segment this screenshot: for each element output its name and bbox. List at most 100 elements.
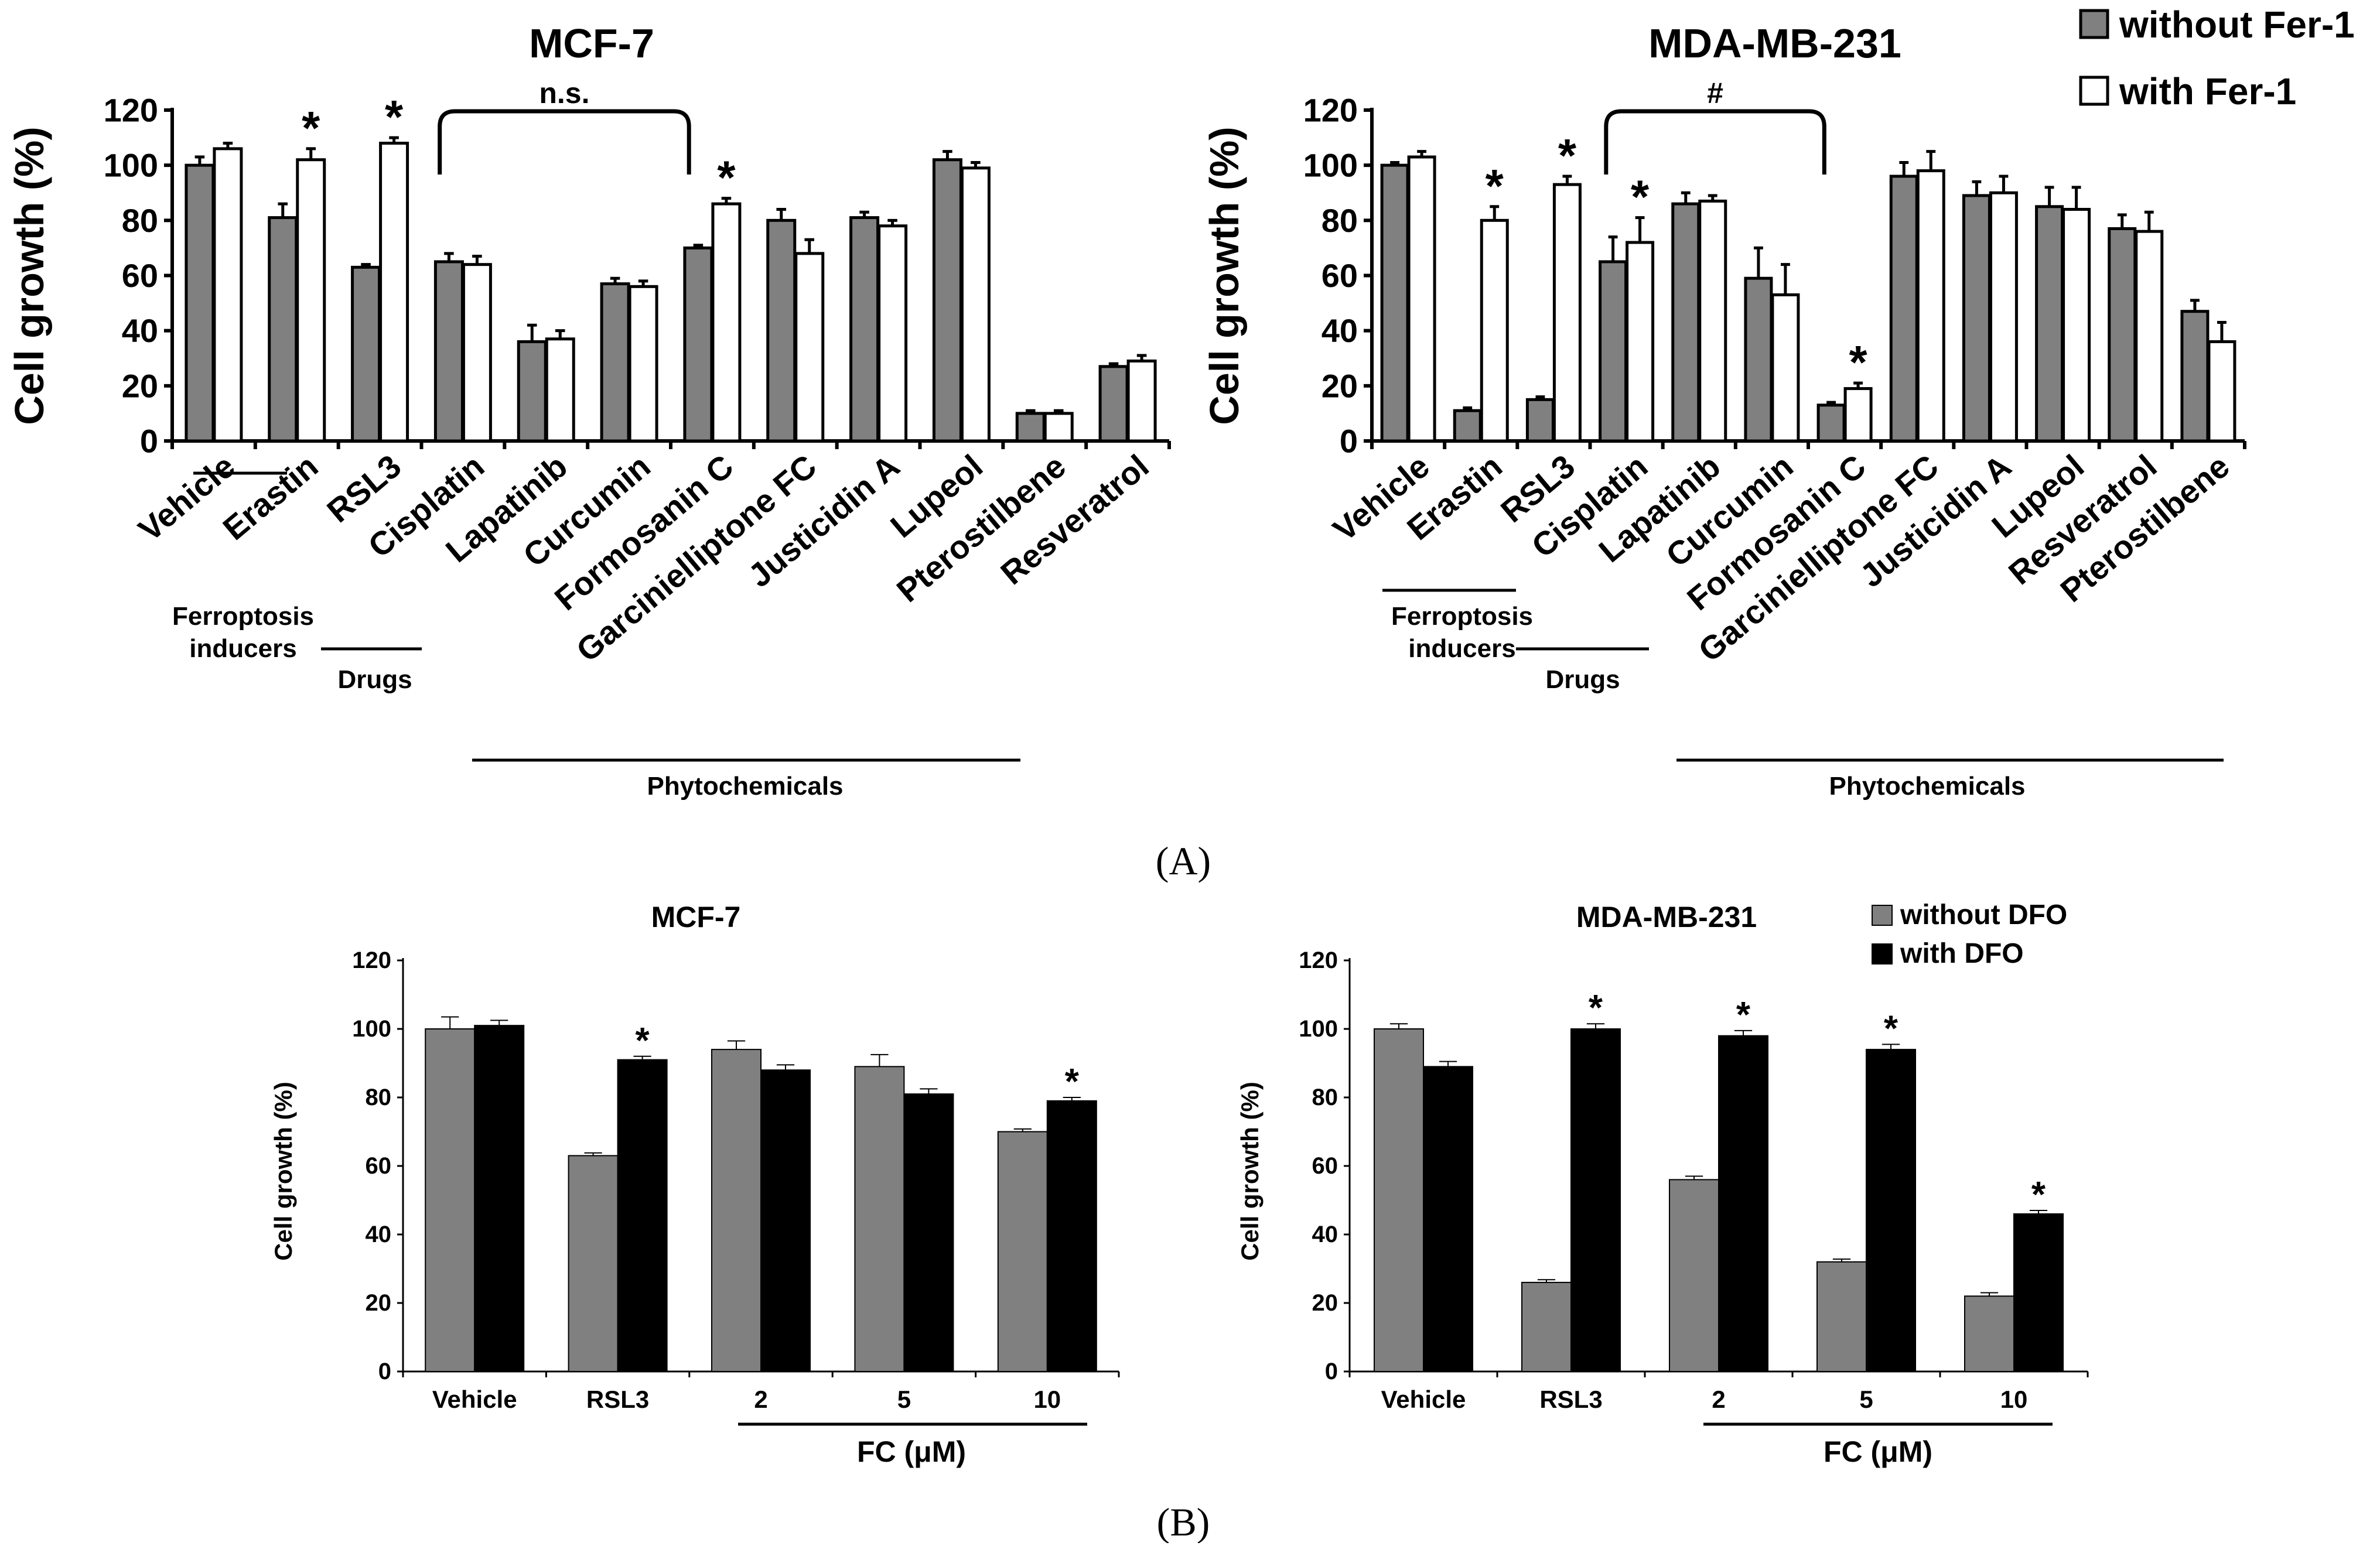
bar-without-dfo-5 — [854, 1066, 905, 1372]
legend-label-without-fer1: without Fer-1 — [2119, 4, 2355, 46]
bar-with-fer-1-garcinielliptone-fc — [794, 252, 825, 443]
x-tick-label-2: 2 — [754, 1386, 767, 1413]
bar-with-dfo-rsl3 — [617, 1059, 668, 1372]
bar-with-fer-1-formosanin-c — [711, 202, 742, 443]
legend-swatch-without-fer1 — [2079, 9, 2109, 39]
group-label-phytochemicals: Phytochemicals — [1829, 772, 2025, 801]
x-tick-label-vehicle: Vehicle — [1381, 1386, 1466, 1413]
y-tick-label-60: 60 — [366, 1153, 392, 1179]
comparison-bracket — [1604, 109, 1826, 175]
bar-without-fer-1-rsl3 — [351, 265, 381, 443]
panel-label-b: (B) — [1157, 1500, 1210, 1543]
bar-with-fer-1-justicidin-a — [1989, 191, 2018, 443]
chart-marks: 0 20 40 60 80 100 120 Vehicle RSL3 2 5 10 * * * * FC (μM… — [1299, 948, 2089, 1468]
y-tick-label-40: 40 — [1312, 1222, 1338, 1247]
significance-mark-2: * — [1736, 995, 1751, 1035]
bar-without-fer-1-lupeol — [932, 158, 962, 443]
significance-mark-rsl3: * — [1589, 988, 1603, 1028]
significance-mark-formosanin-c: * — [717, 152, 736, 204]
bar-with-fer-1-lapatinib — [1698, 199, 1727, 443]
panel-label-a: (A) — [1156, 839, 1211, 883]
legend-swatch-without-dfo — [1872, 905, 1893, 926]
y-tick-label-60: 60 — [1322, 257, 1358, 294]
bar-without-fer-1-rsl3 — [1525, 398, 1555, 443]
y-tick-label-0: 0 — [1340, 423, 1358, 460]
y-tick-label-100: 100 — [1303, 147, 1358, 184]
significance-mark-10: * — [1065, 1062, 1080, 1102]
x-tick-label-10: 10 — [2000, 1386, 2028, 1413]
chart-marks: 020406080100120VehicleErastinRSL3Cisplat… — [104, 77, 1171, 801]
y-tick-label-120: 120 — [104, 92, 158, 129]
y-tick-label-120: 120 — [352, 948, 391, 973]
chart-a-mcf7: MCF-7 Cell growth (%) 0 20 40 60 80 100 120 Veh… — [6, 20, 1171, 801]
bar-with-dfo-2 — [760, 1069, 811, 1372]
bar-with-fer-1-erastin — [1480, 218, 1509, 443]
bar-without-fer-1-lupeol — [2035, 205, 2064, 443]
y-tick-label-80: 80 — [1322, 202, 1358, 239]
bar-with-fer-1-cisplatin — [1626, 241, 1655, 443]
significance-mark-erastin: * — [302, 102, 320, 154]
chart-marks: 0 20 40 60 80 100 120 Vehicle RSL3 2 5 10 * * FC (μM) — [352, 948, 1120, 1468]
bar-with-fer-1-rsl3 — [1552, 183, 1582, 443]
bar-with-fer-1-cisplatin — [462, 263, 492, 443]
bar-without-dfo-5 — [1816, 1261, 1867, 1373]
x-tick-label-erastin: Erastin — [216, 447, 325, 547]
bar-without-fer-1-resveratrol — [1098, 365, 1129, 443]
significance-mark-rsl3: * — [385, 91, 404, 143]
bar-with-fer-1-lupeol — [2062, 208, 2091, 443]
bar-with-fer-1-rsl3 — [379, 142, 409, 443]
group-label-ferroptosis: Ferroptosis — [1391, 602, 1533, 631]
bar-with-fer-1-lupeol — [960, 166, 991, 443]
y-tick-label-100: 100 — [352, 1016, 391, 1042]
bar-without-dfo-10 — [997, 1131, 1048, 1372]
bar-without-fer-1-curcumin — [600, 282, 630, 443]
bar-with-fer-1-pterostilbene — [1043, 412, 1074, 443]
chart-title: MCF-7 — [651, 901, 741, 933]
bar-without-dfo-rsl3 — [1521, 1281, 1572, 1372]
x-tick-label-2: 2 — [1712, 1386, 1725, 1413]
significance-mark-5: * — [1884, 1008, 1898, 1049]
chart-title: MDA-MB-231 — [1576, 901, 1757, 933]
legend-label-with-dfo: with DFO — [1900, 938, 2024, 969]
chart-b-mcf7: MCF-7 Cell growth (%) 0 20 40 60 80 100 120 Veh… — [269, 901, 1120, 1468]
x-tick-label-5: 5 — [897, 1386, 911, 1413]
x-tick-label-rsl3: RSL3 — [586, 1386, 649, 1413]
x-tick-label-5: 5 — [1859, 1386, 1873, 1413]
bar-without-dfo-rsl3 — [568, 1155, 619, 1372]
chart-b-mda-mb-231: MDA-MB-231 Cell growth (%) 0 20 40 60 80 100 1… — [1236, 901, 2089, 1468]
bar-with-dfo-10 — [2013, 1213, 2064, 1372]
legend-dfo: without DFO with DFO — [1872, 899, 2067, 969]
y-tick-label-100: 100 — [104, 147, 158, 184]
bar-with-fer-1-pterostilbene — [2207, 340, 2236, 443]
y-tick-label-20: 20 — [1312, 1290, 1338, 1316]
bar-without-fer-1-formosanin-c — [1816, 403, 1846, 443]
bar-without-dfo-10 — [1964, 1295, 2014, 1373]
bar-without-fer-1-vehicle — [1380, 163, 1409, 443]
y-tick-label-0: 0 — [140, 423, 158, 460]
bar-without-fer-1-erastin — [1453, 409, 1482, 443]
bar-without-fer-1-pterostilbene — [2180, 310, 2210, 443]
y-tick-label-0: 0 — [1325, 1359, 1338, 1384]
bar-with-fer-1-curcumin — [1771, 293, 1800, 443]
bar-without-fer-1-vehicle — [185, 163, 215, 443]
bar-without-fer-1-pterostilbene — [1015, 412, 1046, 443]
y-axis-label: Cell growth (%) — [6, 126, 52, 425]
legend-fer1: without Fer-1 with Fer-1 — [2079, 4, 2355, 112]
chart-a-mda-mb-231: MDA-MB-231 Cell growth (%) 0 20 40 60 80 100 1… — [1201, 20, 2246, 801]
bar-with-fer-1-curcumin — [628, 285, 658, 443]
y-tick-label-80: 80 — [122, 202, 158, 239]
bar-with-fer-1-resveratrol — [1126, 359, 1157, 443]
x-tick-label-rsl3: RSL3 — [1539, 1386, 1602, 1413]
bar-with-fer-1-erastin — [296, 158, 326, 443]
bar-without-fer-1-erastin — [268, 216, 298, 443]
bar-without-fer-1-garcinielliptone-fc — [766, 218, 797, 443]
bar-with-fer-1-formosanin-c — [1843, 387, 1873, 443]
bar-without-dfo-vehicle — [1374, 1028, 1424, 1372]
chart-title: MCF-7 — [529, 20, 654, 66]
bar-without-dfo-2 — [1669, 1179, 1719, 1373]
bar-with-dfo-5 — [903, 1093, 954, 1373]
bar-with-dfo-10 — [1046, 1100, 1097, 1372]
bar-without-fer-1-justicidin-a — [1962, 194, 1991, 443]
y-tick-label-120: 120 — [1299, 948, 1338, 973]
